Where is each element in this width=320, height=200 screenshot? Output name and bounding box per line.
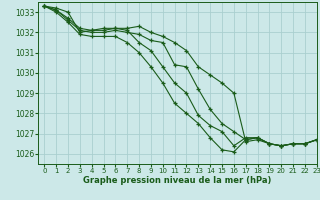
X-axis label: Graphe pression niveau de la mer (hPa): Graphe pression niveau de la mer (hPa) bbox=[84, 176, 272, 185]
